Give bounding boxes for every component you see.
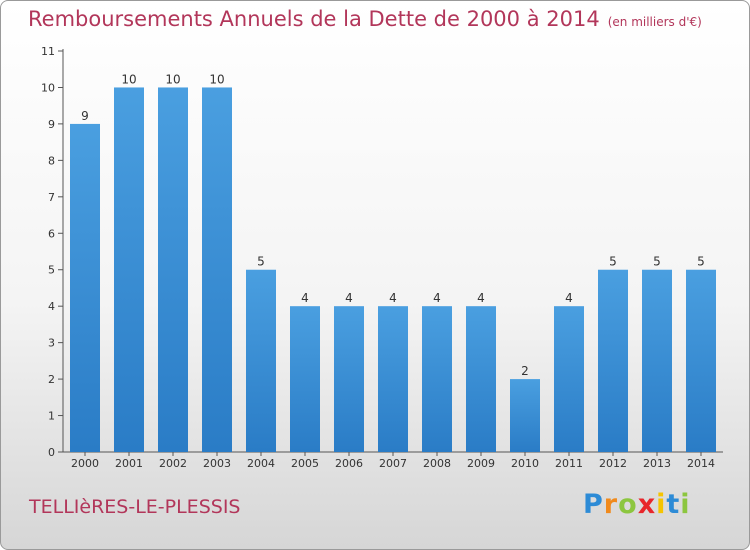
bar-2008 <box>422 306 452 452</box>
logo-letter: x <box>637 489 657 520</box>
bar-2010 <box>510 379 540 452</box>
commune-name: TELLIèRES-LE-PLESSIS <box>29 496 241 518</box>
bar-2000 <box>70 123 100 452</box>
logo-letter: i <box>680 489 691 520</box>
x-tick-label: 2003 <box>203 457 231 470</box>
bar-2001 <box>114 87 144 453</box>
x-tick-label: 2012 <box>599 457 627 470</box>
y-tick-label: 1 <box>48 410 55 423</box>
logo-letter: P <box>583 489 604 520</box>
y-tick-label: 10 <box>41 81 55 94</box>
data-label-2011: 4 <box>565 291 573 305</box>
x-tick-label: 2009 <box>467 457 495 470</box>
logo-letter: t <box>666 489 681 520</box>
data-label-2001: 10 <box>121 72 136 86</box>
chart-title-text: Remboursements Annuels de la Dette de 20… <box>28 7 600 31</box>
x-tick-label: 2006 <box>335 457 363 470</box>
x-tick-label: 2008 <box>423 457 451 470</box>
bar-2002 <box>158 87 188 453</box>
x-tick-label: 2002 <box>159 457 187 470</box>
x-tick-label: 2001 <box>115 457 143 470</box>
x-tick-label: 2000 <box>71 457 99 470</box>
data-label-2006: 4 <box>345 291 353 305</box>
bar-2009 <box>466 306 496 452</box>
data-label-2013: 5 <box>653 255 661 269</box>
data-label-2014: 5 <box>697 255 705 269</box>
y-tick-label: 4 <box>48 300 55 313</box>
data-label-2003: 10 <box>209 72 224 86</box>
bar-2006 <box>334 306 364 452</box>
data-label-2000: 9 <box>81 109 89 123</box>
bar-2004 <box>246 269 276 452</box>
y-tick-label: 0 <box>48 446 55 459</box>
x-tick-label: 2010 <box>511 457 539 470</box>
bar-2012 <box>598 269 628 452</box>
y-tick-label: 9 <box>48 118 55 131</box>
bar-2007 <box>378 306 408 452</box>
y-tick-label: 6 <box>48 227 55 240</box>
proxiti-logo[interactable]: Proxiti <box>583 489 691 520</box>
x-tick-label: 2004 <box>247 457 275 470</box>
y-tick-label: 5 <box>48 264 55 277</box>
bar-2014 <box>686 269 716 452</box>
logo-letter: r <box>603 489 619 520</box>
x-tick-label: 2013 <box>643 457 671 470</box>
logo-letter: i <box>656 489 667 520</box>
bar-2005 <box>290 306 320 452</box>
y-tick-label: 11 <box>41 45 55 58</box>
y-tick-label: 7 <box>48 191 55 204</box>
y-tick-label: 8 <box>48 154 55 167</box>
bar-2011 <box>554 306 584 452</box>
data-label-2012: 5 <box>609 255 617 269</box>
data-label-2009: 4 <box>477 291 485 305</box>
x-tick-label: 2014 <box>687 457 715 470</box>
y-tick-label: 2 <box>48 373 55 386</box>
bar-2013 <box>642 269 672 452</box>
data-label-2005: 4 <box>301 291 309 305</box>
data-label-2002: 10 <box>165 72 180 86</box>
data-label-2004: 5 <box>257 255 265 269</box>
x-tick-label: 2005 <box>291 457 319 470</box>
y-tick-label: 3 <box>48 337 55 350</box>
data-label-2008: 4 <box>433 291 441 305</box>
chart-title: Remboursements Annuels de la Dette de 20… <box>28 7 702 31</box>
chart-unit: (en milliers d'€) <box>607 15 702 29</box>
bar-2003 <box>202 87 232 453</box>
x-tick-label: 2011 <box>555 457 583 470</box>
data-label-2007: 4 <box>389 291 397 305</box>
logo-letter: o <box>618 489 638 520</box>
data-label-2010: 2 <box>521 364 529 378</box>
x-tick-label: 2007 <box>379 457 407 470</box>
